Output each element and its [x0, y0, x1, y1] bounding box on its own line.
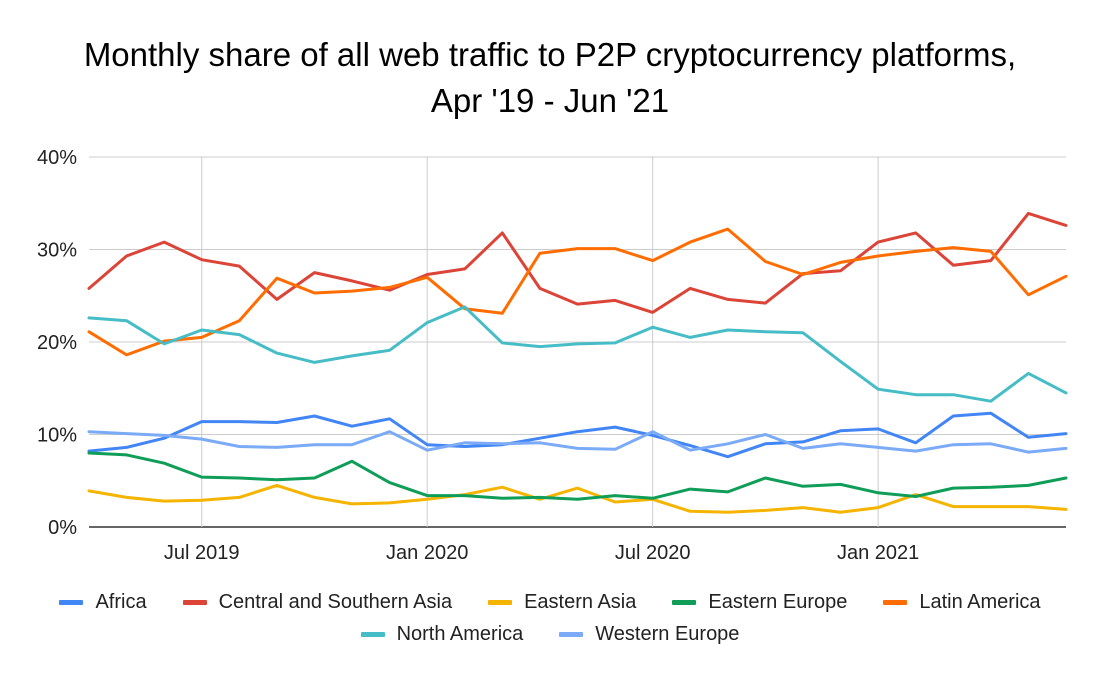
legend-label: Africa [95, 590, 147, 613]
legend-swatch [360, 631, 385, 637]
legend-row: Africa Central and Southern Asia Eastern A… [0, 586, 1100, 618]
series-line-eastern-asia [87, 483, 1068, 514]
chart-subtitle: Apr '19 - Jun '21 [430, 82, 670, 119]
x-tick-label: Jul 2019 [164, 542, 240, 564]
y-tick-label: 40% [37, 147, 77, 169]
series-line-africa [87, 411, 1068, 459]
legend-label: Eastern Europe [708, 590, 848, 613]
legend-item: Eastern Europe [672, 591, 847, 614]
series-line-central-and-southern-asia [87, 211, 1068, 314]
legend: Africa Central and Southern Asia Eastern A… [0, 586, 1100, 650]
series-line-western-europe [87, 430, 1068, 454]
series-line-latin-america [87, 227, 1068, 357]
y-tick-label: 10% [37, 425, 77, 447]
y-tick-label: 30% [37, 240, 77, 262]
x-tick-label: Jan 2021 [837, 542, 919, 564]
legend-item: North America [360, 622, 524, 646]
y-tick-label: 20% [37, 332, 77, 354]
legend-label: Eastern Asia [524, 590, 637, 613]
series-layer [87, 211, 1068, 514]
x-tick-label: Jan 2020 [386, 542, 468, 564]
chart-title: Monthly share of all web traffic to P2P … [0, 32, 1100, 124]
legend-label: North America [396, 622, 524, 645]
legend-swatch [182, 599, 207, 605]
legend-item: Latin America [883, 590, 1041, 614]
series-line-north-america [87, 305, 1068, 403]
y-tick-label: 0% [48, 517, 77, 539]
legend-row: North America Western Europe [0, 618, 1100, 650]
legend-swatch [672, 599, 697, 605]
legend-swatch [488, 599, 513, 605]
legend-label: Western Europe [595, 622, 740, 645]
legend-item: Eastern Asia [488, 591, 636, 614]
legend-swatch [59, 599, 84, 605]
x-tick-label: Jul 2020 [615, 542, 691, 564]
legend-item: Central and Southern Asia [182, 590, 453, 614]
grid-layer [89, 156, 1066, 528]
legend-item: Africa [59, 590, 147, 614]
legend-label: Central and Southern Asia [218, 590, 453, 613]
axis-layer: 0% 10% 20% 30% 40% Jul 2019 Jan 2020 Jul 2020 Ja… [37, 147, 919, 564]
legend-swatch [559, 631, 584, 637]
legend-swatch [883, 599, 908, 605]
legend-item: Western Europe [559, 623, 739, 646]
series-line-eastern-europe [87, 451, 1068, 501]
chart-title-line-1: Monthly share of all web traffic to P2P … [83, 36, 1017, 73]
legend-label: Latin America [919, 590, 1041, 613]
